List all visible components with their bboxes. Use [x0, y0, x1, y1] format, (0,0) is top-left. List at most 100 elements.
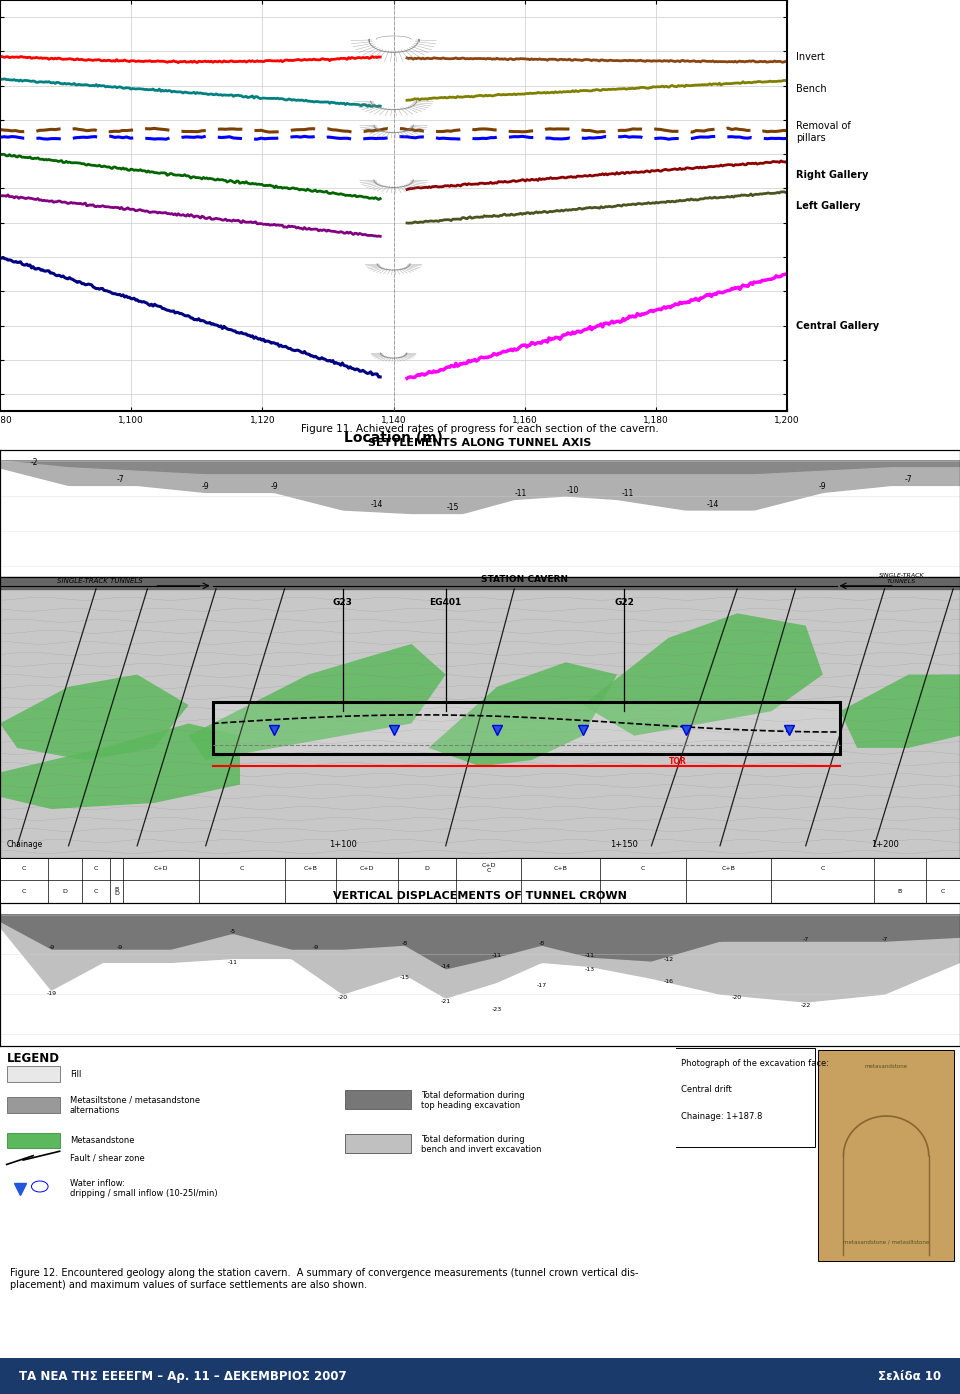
- Text: C: C: [941, 889, 945, 894]
- Text: metasandstone / metasiltstone: metasandstone / metasiltstone: [843, 1239, 929, 1245]
- Text: Invert: Invert: [796, 52, 825, 61]
- Text: C: C: [94, 866, 98, 871]
- Bar: [7, 1066, 60, 1082]
- Bar: [345, 1090, 411, 1110]
- Text: -9: -9: [117, 945, 123, 949]
- Text: metasandstone: metasandstone: [865, 1064, 907, 1069]
- Text: Left Gallery: Left Gallery: [796, 201, 860, 210]
- Text: C: C: [22, 889, 26, 894]
- Text: -14: -14: [441, 965, 451, 969]
- Text: Chainage: 1+187.8: Chainage: 1+187.8: [682, 1111, 763, 1121]
- Text: -14: -14: [371, 500, 383, 509]
- Text: Metasiltstone / metasandstone
alternations: Metasiltstone / metasandstone alternatio…: [70, 1096, 200, 1115]
- Text: LEGEND: LEGEND: [7, 1052, 60, 1065]
- X-axis label: Location (m): Location (m): [344, 431, 444, 445]
- Polygon shape: [0, 723, 240, 809]
- Text: C: C: [240, 866, 244, 871]
- Text: C+D: C+D: [154, 866, 168, 871]
- Text: ΤΑ ΝΕΑ ΤΗΣ ΕΕΕΕΓΜ – Αρ. 11 – ΔΕΚΕΜΒΡΙΟΣ 2007: ΤΑ ΝΕΑ ΤΗΣ ΕΕΕΕΓΜ – Αρ. 11 – ΔΕΚΕΜΒΡΙΟΣ …: [19, 1369, 347, 1383]
- Text: Central drift: Central drift: [682, 1085, 732, 1094]
- FancyBboxPatch shape: [673, 1048, 815, 1147]
- Text: Water inflow:
dripping / small inflow (10-25l/min): Water inflow: dripping / small inflow (1…: [70, 1179, 217, 1199]
- Text: Figure 11. Achieved rates of progress for each section of the cavern.: Figure 11. Achieved rates of progress fo…: [301, 424, 659, 434]
- Text: -15: -15: [399, 976, 410, 980]
- Polygon shape: [0, 675, 188, 760]
- Text: Photograph of the excavation face:: Photograph of the excavation face:: [682, 1059, 829, 1068]
- Text: -8: -8: [539, 941, 544, 945]
- Bar: [212, 703, 840, 754]
- Bar: [345, 1133, 411, 1153]
- Polygon shape: [583, 613, 823, 736]
- Text: Removal of
pillars: Removal of pillars: [796, 121, 851, 142]
- Text: -15: -15: [446, 503, 459, 513]
- Text: -21: -21: [441, 999, 451, 1004]
- Text: -16: -16: [663, 980, 674, 984]
- Text: Figure 12. Encountered geology along the station cavern.  A summary of convergen: Figure 12. Encountered geology along the…: [10, 1269, 638, 1289]
- Text: -11: -11: [515, 489, 527, 499]
- Text: -20: -20: [732, 995, 742, 1001]
- FancyBboxPatch shape: [818, 1050, 954, 1262]
- Bar: [7, 1097, 60, 1112]
- Text: -9: -9: [819, 482, 827, 491]
- Text: Fill: Fill: [70, 1069, 81, 1079]
- Text: B
D: B D: [114, 887, 119, 896]
- Text: Fault / shear zone: Fault / shear zone: [70, 1153, 144, 1163]
- Text: C+D: C+D: [360, 866, 374, 871]
- Text: TOR: TOR: [668, 757, 686, 767]
- FancyBboxPatch shape: [0, 1358, 960, 1394]
- Text: -11: -11: [228, 959, 238, 965]
- Text: -14: -14: [707, 500, 719, 509]
- Text: C+D
C: C+D C: [481, 863, 495, 873]
- Polygon shape: [188, 644, 445, 760]
- Text: C: C: [640, 866, 645, 871]
- Text: -11: -11: [492, 952, 502, 958]
- Bar: [7, 1132, 60, 1147]
- Text: Σελίδα 10: Σελίδα 10: [877, 1369, 941, 1383]
- Title: SETTLEMENTS ALONG TUNNEL AXIS: SETTLEMENTS ALONG TUNNEL AXIS: [369, 438, 591, 447]
- Text: STATION CAVERN: STATION CAVERN: [481, 574, 568, 584]
- Text: -11: -11: [621, 489, 634, 499]
- Text: C: C: [22, 866, 26, 871]
- Text: 1+200: 1+200: [871, 839, 899, 849]
- Text: -13: -13: [585, 967, 595, 973]
- Text: 1+150: 1+150: [610, 839, 638, 849]
- Text: -9: -9: [48, 945, 55, 949]
- Text: 1+100: 1+100: [329, 839, 357, 849]
- Text: -7: -7: [803, 937, 809, 942]
- Text: Total deformation during
top heading excavation: Total deformation during top heading exc…: [420, 1092, 524, 1110]
- Text: Bench: Bench: [796, 84, 827, 95]
- Text: -7: -7: [116, 475, 124, 484]
- Text: -5: -5: [230, 928, 236, 934]
- Text: C: C: [94, 889, 98, 894]
- Text: D: D: [424, 866, 429, 871]
- Text: -9: -9: [202, 482, 209, 491]
- Title: VERTICAL DISPLACEMENTS OF TUNNEL CROWN: VERTICAL DISPLACEMENTS OF TUNNEL CROWN: [333, 891, 627, 901]
- Text: Total deformation during
bench and invert excavation: Total deformation during bench and inver…: [420, 1135, 541, 1154]
- Text: C+B: C+B: [722, 866, 735, 871]
- Polygon shape: [428, 662, 617, 767]
- Text: -9: -9: [271, 482, 278, 491]
- Text: SINGLE-TRACK TUNNELS: SINGLE-TRACK TUNNELS: [57, 579, 142, 584]
- Text: Central Gallery: Central Gallery: [796, 321, 879, 330]
- Text: SINGLE-TRACK
TUNNELS: SINGLE-TRACK TUNNELS: [879, 573, 924, 584]
- Text: -20: -20: [338, 995, 348, 1001]
- Text: C+B: C+B: [554, 866, 567, 871]
- Text: G23: G23: [333, 598, 352, 608]
- Polygon shape: [840, 675, 960, 749]
- Text: -9: -9: [312, 945, 319, 949]
- Text: -10: -10: [566, 487, 579, 495]
- Text: C: C: [821, 866, 825, 871]
- Text: -8: -8: [401, 941, 408, 945]
- Text: G22: G22: [614, 598, 634, 608]
- Text: Right Gallery: Right Gallery: [796, 170, 868, 180]
- Text: -2: -2: [31, 457, 38, 467]
- Text: -7: -7: [881, 937, 888, 942]
- Text: EG401: EG401: [429, 598, 462, 608]
- Text: D: D: [62, 889, 67, 894]
- Text: -22: -22: [801, 1004, 811, 1008]
- Text: -7: -7: [904, 475, 912, 484]
- Text: -23: -23: [492, 1006, 502, 1012]
- Text: -17: -17: [537, 983, 547, 988]
- Text: Metasandstone: Metasandstone: [70, 1136, 134, 1144]
- Text: -11: -11: [585, 952, 594, 958]
